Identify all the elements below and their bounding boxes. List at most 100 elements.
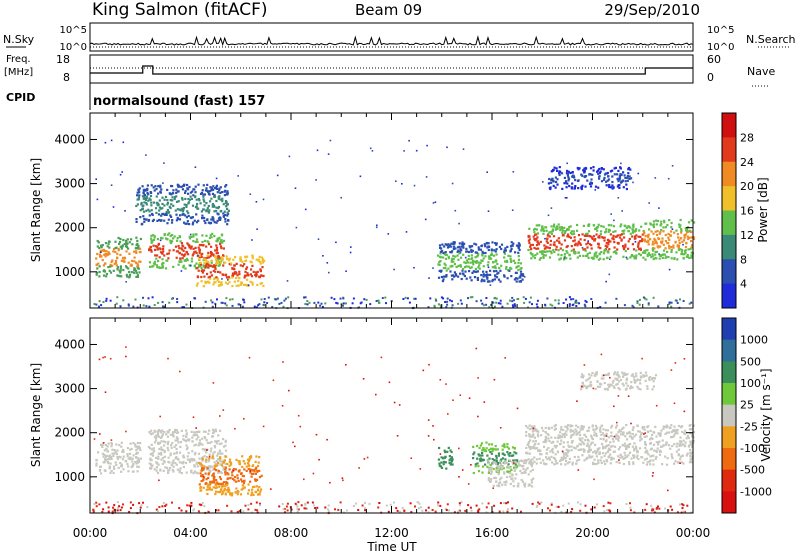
echo-cell (660, 229, 663, 232)
ground-scatter-cell (345, 302, 347, 305)
echo-cell (226, 483, 229, 487)
ground-scatter-cell (396, 509, 399, 512)
echo-cell (216, 277, 219, 280)
ground-scatter-cell (285, 505, 288, 508)
echo-cell (487, 479, 490, 482)
echo-cell (558, 173, 561, 177)
echo-cell (464, 261, 467, 265)
echo-cell (653, 237, 656, 240)
echo-cell (160, 448, 163, 451)
echo-cell (241, 265, 244, 268)
echo-cell (658, 257, 661, 260)
echo-cell (200, 269, 203, 273)
ground-scatter-cell (679, 298, 681, 301)
echo-cell (582, 441, 585, 444)
echo-cell (252, 493, 255, 496)
scatter-cell (249, 470, 251, 472)
echo-cell (643, 435, 646, 439)
echo-cell (249, 468, 252, 471)
echo-cell (226, 282, 229, 286)
echo-cell (477, 261, 480, 264)
echo-cell (95, 273, 98, 276)
echo-cell (494, 266, 497, 270)
echo-cell (676, 233, 679, 236)
echo-cell (689, 442, 692, 445)
echo-cell (539, 461, 542, 464)
echo-cell (128, 273, 132, 276)
echo-cell (213, 430, 216, 433)
echo-cell (218, 257, 221, 260)
scatter-cell (375, 393, 377, 396)
echo-cell (174, 462, 177, 465)
echo-cell (628, 463, 631, 466)
echo-cell (642, 374, 645, 377)
echo-cell (160, 188, 163, 191)
scatter-cell (243, 418, 245, 420)
echo-cell (611, 237, 614, 240)
echo-cell (467, 254, 470, 257)
echo-cell (172, 431, 175, 434)
echo-cell (238, 469, 241, 472)
scatter-cell (547, 214, 550, 217)
echo-cell (592, 428, 595, 432)
echo-cell (460, 277, 463, 281)
echo-cell (184, 189, 187, 192)
echo-cell (188, 237, 191, 240)
echo-cell (200, 480, 203, 483)
echo-cell (507, 269, 510, 272)
echo-cell (204, 258, 207, 261)
echo-cell (444, 251, 447, 254)
ground-scatter-cell (514, 304, 517, 307)
ground-scatter-cell (470, 509, 473, 512)
echo-cell (635, 228, 638, 231)
echo-cell (673, 425, 676, 428)
echo-cell (209, 254, 212, 258)
ground-scatter-cell (576, 501, 579, 504)
echo-cell (444, 243, 447, 246)
scatter-cell (583, 364, 586, 366)
echo-cell (632, 462, 635, 465)
echo-cell (631, 235, 634, 238)
echo-cell (102, 274, 106, 277)
echo-cell (556, 227, 559, 230)
echo-cell (175, 195, 178, 198)
echo-cell (210, 187, 213, 190)
echo-cell (561, 229, 564, 232)
ground-scatter-cell (406, 297, 409, 300)
echo-cell (238, 273, 241, 276)
scatter-cell (428, 277, 430, 279)
echo-cell (180, 260, 183, 263)
echo-cell (137, 198, 140, 201)
scatter-cell (96, 198, 99, 201)
echo-cell (663, 221, 666, 224)
echo-cell (528, 446, 531, 449)
ground-scatter-cell (467, 504, 470, 507)
echo-cell (184, 197, 187, 200)
ground-scatter-cell (377, 299, 380, 302)
ground-scatter-cell (457, 302, 460, 305)
echo-cell (152, 447, 155, 450)
echo-cell (200, 244, 203, 247)
echo-cell (139, 216, 142, 219)
echo-cell (598, 252, 601, 255)
echo-cell (162, 245, 165, 248)
echo-cell (671, 457, 674, 460)
echo-cell (565, 430, 568, 433)
echo-cell (595, 227, 598, 230)
ground-scatter-cell (334, 508, 336, 511)
echo-cell (477, 248, 480, 251)
echo-cell (451, 274, 454, 277)
echo-cell (171, 185, 174, 188)
echo-cell (237, 479, 240, 482)
echo-cell (208, 429, 211, 432)
scatter-cell (620, 162, 622, 165)
echo-cell (530, 481, 533, 484)
echo-cell (547, 437, 550, 440)
ground-scatter-cell (446, 300, 449, 303)
echo-cell (514, 467, 517, 470)
echo-cell (591, 371, 594, 375)
echo-cell (157, 457, 160, 460)
echo-cell (606, 245, 609, 248)
echo-cell (113, 467, 116, 470)
echo-cell (127, 261, 130, 264)
